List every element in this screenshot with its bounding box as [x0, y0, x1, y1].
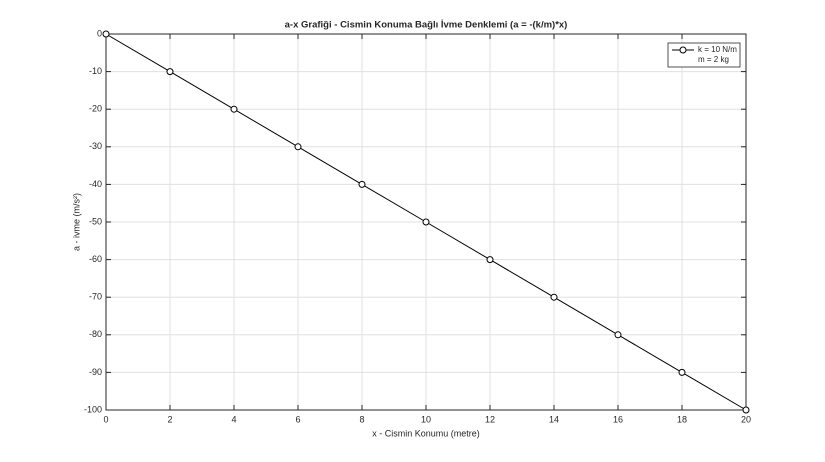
- y-tick-label: 0: [97, 28, 102, 38]
- data-point: [614, 331, 622, 339]
- legend-box: [667, 42, 741, 68]
- data-point: [230, 105, 238, 113]
- legend-label: k = 10 N/m: [698, 45, 737, 54]
- data-point: [358, 180, 366, 188]
- y-tick-label: -70: [89, 292, 102, 302]
- y-tick-label: -90: [89, 367, 102, 377]
- data-point: [166, 68, 174, 76]
- legend-marker: [679, 46, 687, 54]
- x-tick-label: 0: [103, 414, 108, 424]
- x-tick-label: 6: [295, 414, 300, 424]
- y-tick-label: -50: [89, 216, 102, 226]
- x-tick-label: 18: [677, 414, 687, 424]
- x-tick-label: 8: [359, 414, 364, 424]
- data-point: [678, 368, 686, 376]
- x-tick-label: 12: [485, 414, 495, 424]
- x-tick-label: 10: [421, 414, 431, 424]
- x-axis-label: x - Cismin Konumu (metre): [372, 428, 480, 438]
- legend-note: m = 2 kg: [698, 55, 729, 64]
- data-point: [102, 30, 110, 38]
- y-axis-label: a - ivme (m/s²): [71, 193, 81, 251]
- data-point: [294, 143, 302, 151]
- data-point: [550, 293, 558, 301]
- plot-frame: [105, 33, 747, 411]
- x-tick-label: 14: [549, 414, 559, 424]
- y-tick-label: -60: [89, 254, 102, 264]
- chart-title: a-x Grafiği - Cismin Konuma Bağlı İvme D…: [285, 20, 568, 31]
- data-point: [486, 256, 494, 264]
- data-point: [422, 218, 430, 226]
- y-tick-label: -100: [84, 404, 102, 414]
- y-tick-label: -40: [89, 179, 102, 189]
- y-tick-label: -20: [89, 104, 102, 114]
- x-tick-label: 20: [741, 414, 751, 424]
- y-tick-label: -10: [89, 66, 102, 76]
- x-tick-label: 2: [167, 414, 172, 424]
- y-tick-label: -80: [89, 329, 102, 339]
- data-point: [742, 406, 750, 414]
- x-tick-label: 4: [231, 414, 236, 424]
- y-tick-label: -30: [89, 141, 102, 151]
- x-tick-label: 16: [613, 414, 623, 424]
